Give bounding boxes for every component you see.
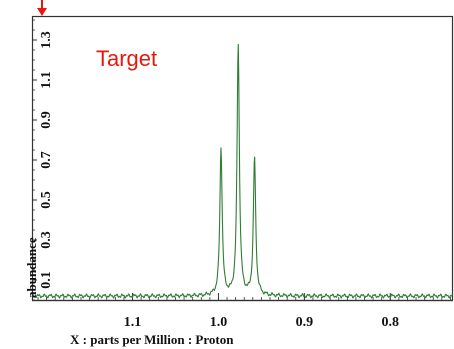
target-arrow-head — [37, 8, 47, 16]
x-tick-label: 0.9 — [296, 315, 314, 330]
y-axis-title: abundance — [24, 237, 39, 298]
target-label: Target — [96, 46, 157, 71]
y-tick-label: 0.3 — [39, 231, 54, 249]
x-tick-label: 0.8 — [382, 315, 400, 330]
y-tick-label: 0.1 — [39, 271, 54, 289]
y-tick-label: 1.1 — [39, 71, 54, 89]
y-tick-label: 0.9 — [39, 111, 54, 129]
spectrum-series-line — [32, 44, 453, 298]
x-tick-label: 1.1 — [124, 315, 142, 330]
y-tick-label: 1.3 — [39, 31, 54, 49]
y-tick-label: 0.7 — [39, 151, 54, 169]
y-tick-label: 0.5 — [39, 191, 54, 209]
x-tick-label: 1.0 — [210, 315, 228, 330]
x-axis-title: X : parts per Million : Proton — [70, 332, 234, 347]
target-annotation: Target — [37, 0, 157, 71]
